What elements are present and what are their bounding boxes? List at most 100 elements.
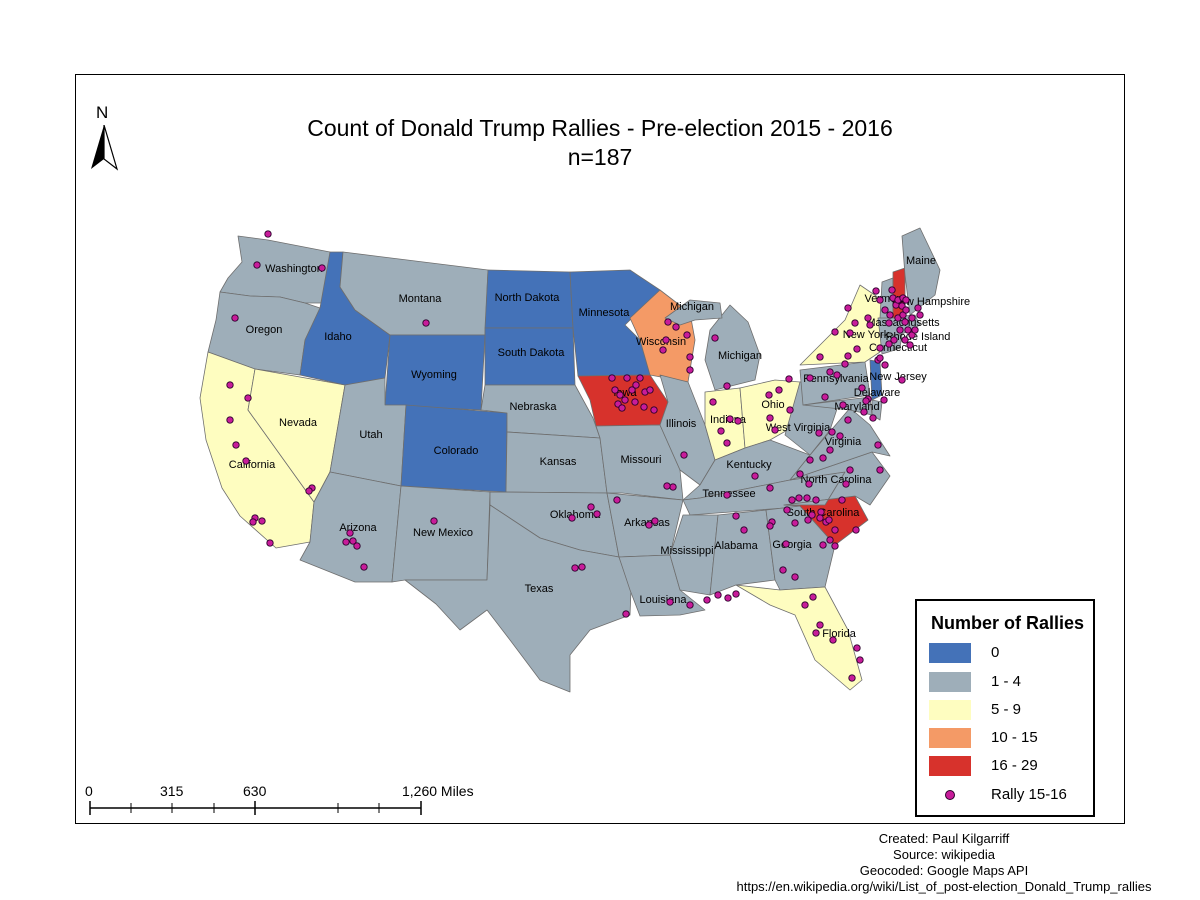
rally-point xyxy=(226,381,234,389)
rally-point xyxy=(318,264,326,272)
state-label-va: Virginia xyxy=(825,436,862,448)
legend-item-3: 10 - 15 xyxy=(929,728,1089,750)
rally-point xyxy=(860,408,868,416)
rally-point xyxy=(908,314,916,322)
legend-title: Number of Rallies xyxy=(931,613,1085,633)
state-mi-upper xyxy=(664,299,723,326)
rally-point xyxy=(709,398,717,406)
legend-label: Rally 15-16 xyxy=(991,786,1067,803)
rally-point xyxy=(231,314,239,322)
rally-point xyxy=(858,384,866,392)
rally-point xyxy=(896,326,904,334)
rally-point xyxy=(856,656,864,664)
rally-point xyxy=(724,594,732,602)
state-label-la: Louisiana xyxy=(639,594,687,606)
rally-point xyxy=(734,417,742,425)
scale-tick-label: 1,260 Miles xyxy=(402,783,474,799)
state-label-ga: Georgia xyxy=(772,539,812,551)
legend-label: 5 - 9 xyxy=(991,701,1022,718)
rally-point xyxy=(226,416,234,424)
rally-point xyxy=(901,318,909,326)
rally-point xyxy=(593,510,601,518)
state-label-or: Oregon xyxy=(246,324,283,336)
state-label-mi-up: Michigan xyxy=(670,301,714,313)
rally-point xyxy=(618,404,626,412)
rally-point xyxy=(885,319,893,327)
rally-point xyxy=(853,345,861,353)
rally-point xyxy=(880,396,888,404)
state-label-ny: New York xyxy=(843,329,890,341)
rally-point xyxy=(846,466,854,474)
rally-point xyxy=(249,518,257,526)
rally-point xyxy=(826,368,834,376)
rally-point xyxy=(828,428,836,436)
rally-point xyxy=(258,517,266,525)
rally-point xyxy=(816,514,824,522)
rally-point xyxy=(819,541,827,549)
rally-point xyxy=(342,538,350,546)
rally-point xyxy=(916,311,924,319)
state-label-sd: South Dakota xyxy=(498,347,566,359)
rally-point xyxy=(266,539,274,547)
rally-point xyxy=(631,398,639,406)
state-label-wy: Wyoming xyxy=(411,369,457,381)
legend-swatch xyxy=(929,700,971,720)
rally-point xyxy=(819,454,827,462)
rally-point xyxy=(578,563,586,571)
state-label-mi: Michigan xyxy=(718,350,762,362)
state-label-wv: West Virginia xyxy=(766,422,831,434)
rally-point xyxy=(683,331,691,339)
legend-swatch xyxy=(929,643,971,663)
title-line-1: Count of Donald Trump Rallies - Pre-elec… xyxy=(307,115,893,141)
credit-url: https://en.wikipedia.org/wiki/List_of_po… xyxy=(736,879,1152,894)
legend-item-2: 5 - 9 xyxy=(929,700,1089,722)
credit-geocoder: Geocoded: Google Maps API xyxy=(859,863,1029,878)
title-line-2: n=187 xyxy=(567,144,633,170)
rally-point xyxy=(640,403,648,411)
rally-point xyxy=(808,511,816,519)
rally-point xyxy=(791,519,799,527)
rally-point xyxy=(353,542,361,550)
rally-point xyxy=(876,354,884,362)
rally-point xyxy=(568,514,576,522)
state-label-tx: Texas xyxy=(525,583,554,595)
rally-point xyxy=(587,503,595,511)
map-title: Count of Donald Trump Rallies - Pre-elec… xyxy=(75,114,1125,172)
rally-point xyxy=(829,636,837,644)
rally-point xyxy=(816,621,824,629)
rally-point xyxy=(866,321,874,329)
state-label-mn: Minnesota xyxy=(579,307,631,319)
rally-point xyxy=(785,375,793,383)
rally-point xyxy=(782,540,790,548)
rally-point xyxy=(608,374,616,382)
rally-point xyxy=(885,340,893,348)
state-label-ms: Mississippi xyxy=(660,545,713,557)
legend-swatch xyxy=(929,672,971,692)
rally-point xyxy=(717,427,725,435)
rally-point xyxy=(714,591,722,599)
rally-point xyxy=(751,472,759,480)
state-label-ks: Kansas xyxy=(540,456,577,468)
rally-point xyxy=(844,304,852,312)
state-fl xyxy=(735,584,863,691)
scale-tick-label: 630 xyxy=(243,783,267,799)
rally-point xyxy=(766,414,774,422)
rally-point xyxy=(881,361,889,369)
rally-point xyxy=(771,426,779,434)
scale-tick-label: 315 xyxy=(160,783,184,799)
rally-point xyxy=(779,566,787,574)
rally-point xyxy=(662,336,670,344)
rally-point xyxy=(906,341,914,349)
rally-point xyxy=(703,596,711,604)
rally-points xyxy=(226,230,924,682)
state-label-az: Arizona xyxy=(339,522,377,534)
state-label-id: Idaho xyxy=(324,331,352,343)
state-labels: Washington Oregon California Nevada Idaho Mon… xyxy=(229,255,970,640)
rally-point xyxy=(904,326,912,334)
rally-point xyxy=(874,441,882,449)
legend-swatch xyxy=(929,728,971,748)
rally-point xyxy=(841,360,849,368)
legend-label: 16 - 29 xyxy=(991,757,1038,774)
rally-point xyxy=(791,573,799,581)
rally-point xyxy=(663,482,671,490)
